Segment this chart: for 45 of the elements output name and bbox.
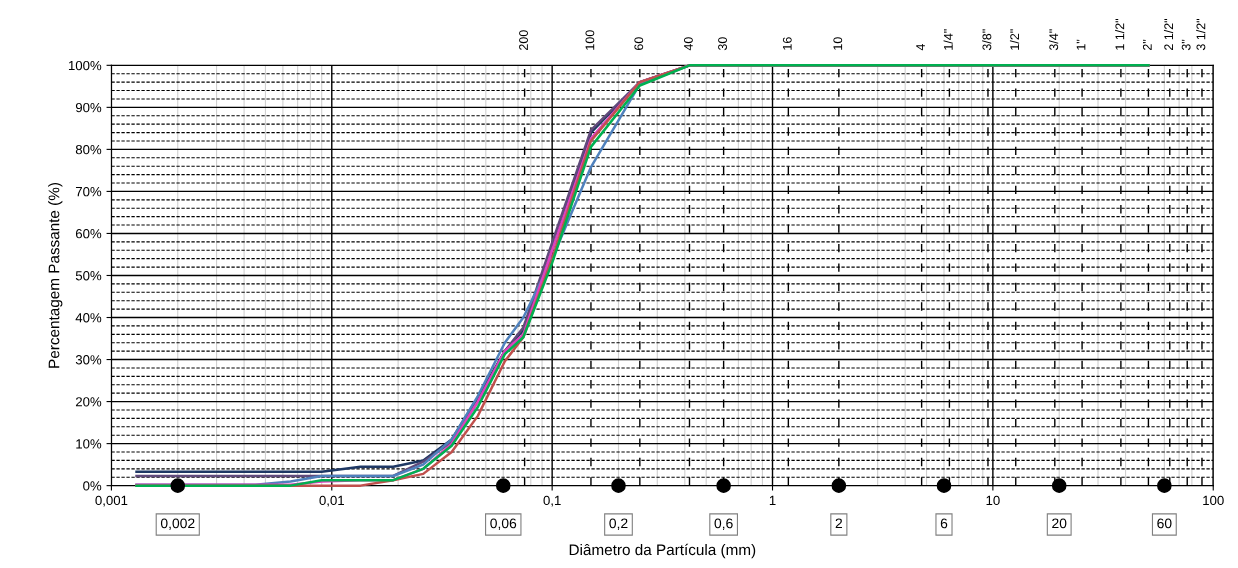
annotation: 0,2 — [609, 518, 628, 530]
text: 200 — [519, 30, 528, 50]
text: 4 — [916, 44, 925, 51]
x-tick-label: 0,001 — [95, 495, 128, 507]
annotation: 0,6 — [714, 518, 733, 530]
annotation: 2 — [835, 518, 843, 529]
annotation: 0,002 — [160, 518, 195, 530]
y-tick-label: 90% — [75, 102, 102, 113]
x-tick-label: 10 — [986, 495, 1000, 506]
annotation: 0,06 — [490, 518, 517, 530]
x-tick-label: 100 — [1203, 495, 1224, 506]
x-tick-label: 0,01 — [319, 495, 344, 507]
text: 1/4" — [943, 29, 953, 50]
annotation: 6 — [940, 518, 948, 529]
text: 16 — [782, 37, 792, 50]
x-tick-label: 1 — [769, 495, 776, 505]
annotation: 20 — [1052, 518, 1067, 529]
text: 1/2" — [1009, 29, 1020, 50]
text: 40 — [683, 37, 693, 51]
text: 3/4" — [1048, 29, 1059, 51]
text: 2 1/2" — [1163, 18, 1174, 50]
text: 3 1/2" — [1196, 18, 1206, 51]
x-axis-title: Diâmetro da Partícula (mm) — [569, 543, 756, 559]
text: 60 — [634, 37, 644, 50]
y-tick-label: 40% — [75, 313, 102, 323]
y-tick-label: 30% — [75, 355, 102, 365]
text: 3" — [1181, 39, 1191, 51]
y-tick-label: 10% — [76, 439, 102, 449]
text: 100 — [585, 30, 595, 50]
text: 10 — [833, 37, 843, 50]
y-tick-label: 80% — [75, 144, 102, 155]
y-axis-title: Percentagem Passante (%) — [48, 183, 63, 368]
annotation: 60 — [1157, 518, 1172, 529]
y-tick-label: 50% — [75, 271, 102, 281]
y-tick-label: 70% — [75, 186, 102, 197]
text: 2" — [1142, 39, 1152, 50]
text: 3/8" — [982, 29, 992, 51]
y-tick-label: 100% — [68, 60, 102, 71]
y-tick-label: 0% — [83, 481, 102, 491]
text: 1 1/2" — [1115, 18, 1125, 50]
x-tick-label: 0,1 — [543, 495, 561, 507]
y-tick-label: 20% — [75, 397, 102, 407]
text: 30 — [718, 37, 727, 51]
text: 1" — [1076, 39, 1086, 50]
y-tick-label: 60% — [75, 229, 102, 239]
